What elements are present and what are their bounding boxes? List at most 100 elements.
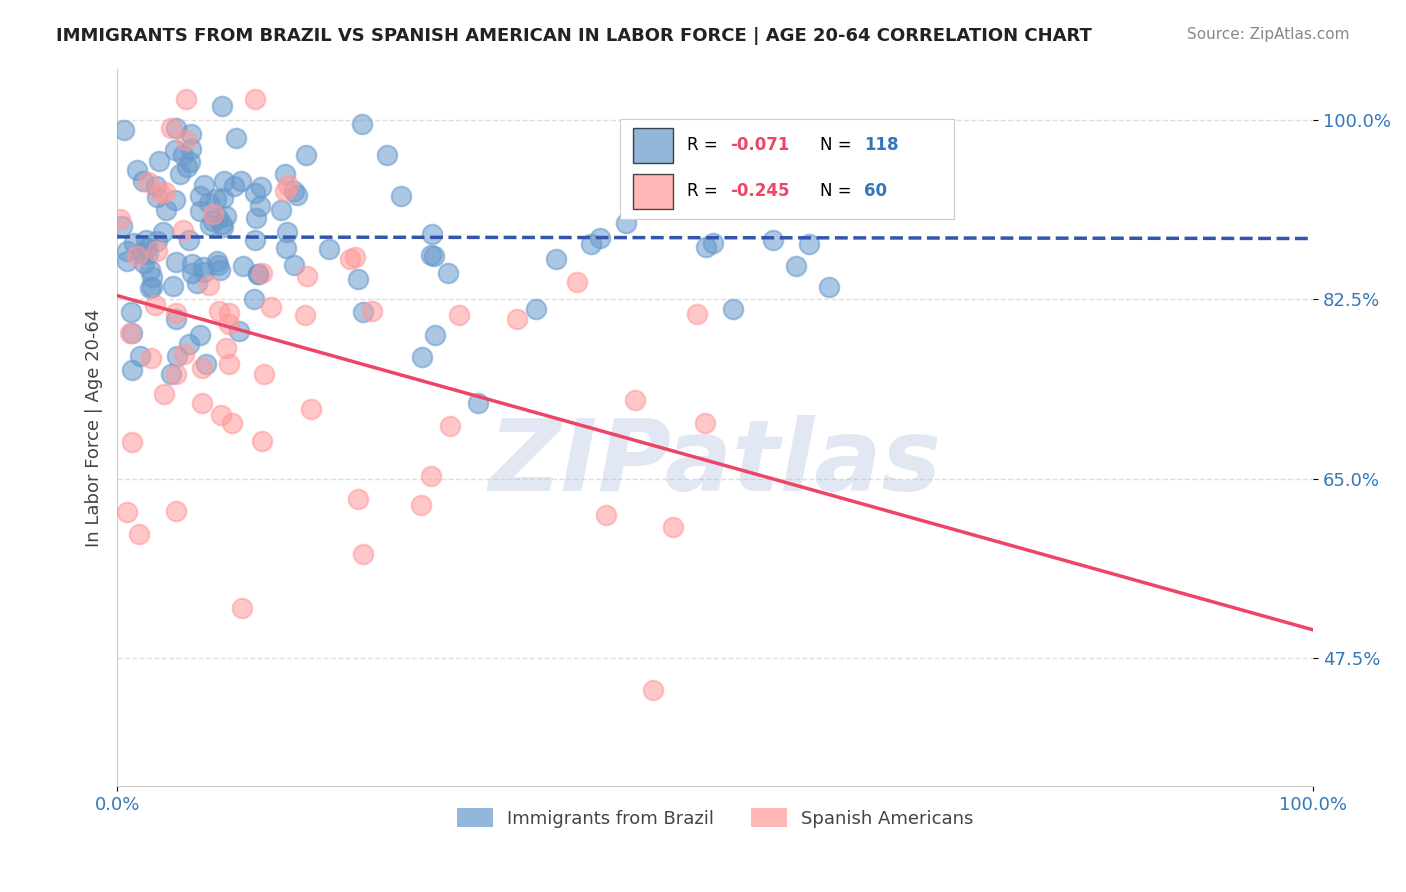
- Point: [110, 212, 132, 227]
- Point: [153, 387, 176, 401]
- Point: [165, 504, 187, 518]
- Point: [194, 357, 217, 371]
- Point: [375, 148, 398, 162]
- Point: [249, 199, 271, 213]
- Point: [174, 92, 197, 106]
- Point: [205, 253, 228, 268]
- Point: [177, 337, 200, 351]
- Point: [225, 130, 247, 145]
- Point: [447, 308, 470, 322]
- Point: [162, 279, 184, 293]
- Point: [136, 247, 159, 261]
- Point: [197, 278, 219, 293]
- Point: [169, 167, 191, 181]
- Point: [352, 305, 374, 319]
- Point: [276, 241, 298, 255]
- Point: [624, 153, 647, 168]
- Point: [212, 174, 235, 188]
- Text: ZIPatlas: ZIPatlas: [489, 415, 942, 512]
- Point: [420, 247, 443, 261]
- Point: [467, 396, 489, 410]
- Point: [422, 227, 444, 242]
- Point: [250, 434, 273, 448]
- Point: [165, 255, 187, 269]
- Point: [209, 409, 232, 423]
- Point: [277, 178, 299, 192]
- Point: [693, 417, 716, 431]
- Point: [179, 127, 201, 141]
- Point: [283, 258, 305, 272]
- Point: [207, 211, 229, 225]
- Point: [595, 508, 617, 523]
- Point: [141, 269, 163, 284]
- Point: [247, 267, 270, 281]
- Point: [176, 160, 198, 174]
- Legend: Immigrants from Brazil, Spanish Americans: Immigrants from Brazil, Spanish American…: [450, 801, 981, 835]
- Point: [218, 317, 240, 331]
- Point: [179, 154, 201, 169]
- Point: [352, 547, 374, 561]
- Point: [344, 250, 367, 264]
- Point: [650, 186, 672, 201]
- Point: [160, 121, 183, 136]
- Point: [139, 280, 162, 294]
- Point: [172, 147, 194, 161]
- Point: [274, 167, 297, 181]
- Point: [188, 328, 211, 343]
- Point: [111, 219, 134, 233]
- Point: [437, 266, 460, 280]
- Point: [165, 311, 187, 326]
- Point: [202, 214, 225, 228]
- Point: [163, 143, 186, 157]
- Point: [589, 231, 612, 245]
- Point: [524, 301, 547, 316]
- Point: [352, 117, 374, 131]
- Point: [299, 402, 322, 417]
- Point: [112, 122, 135, 136]
- Point: [283, 184, 305, 198]
- Point: [135, 240, 157, 254]
- Point: [188, 204, 211, 219]
- Point: [318, 242, 340, 256]
- Point: [141, 351, 163, 365]
- Point: [214, 341, 236, 355]
- Point: [146, 190, 169, 204]
- Point: [218, 306, 240, 320]
- Point: [695, 240, 717, 254]
- Point: [742, 180, 765, 194]
- Point: [165, 367, 187, 381]
- Point: [152, 226, 174, 240]
- Point: [166, 305, 188, 319]
- Point: [285, 188, 308, 202]
- Point: [121, 362, 143, 376]
- Point: [132, 174, 155, 188]
- Point: [205, 192, 228, 206]
- Point: [145, 179, 167, 194]
- Y-axis label: In Labor Force | Age 20-64: In Labor Force | Age 20-64: [86, 309, 103, 547]
- Point: [186, 277, 208, 291]
- Point: [659, 158, 682, 172]
- Point: [228, 324, 250, 338]
- Point: [544, 252, 567, 267]
- Point: [120, 304, 142, 318]
- Point: [389, 189, 412, 203]
- Point: [149, 186, 172, 200]
- Point: [190, 189, 212, 203]
- Point: [243, 186, 266, 201]
- Point: [173, 347, 195, 361]
- Point: [761, 234, 783, 248]
- Point: [686, 307, 709, 321]
- Point: [165, 120, 187, 135]
- Point: [245, 211, 267, 225]
- Point: [174, 132, 197, 146]
- Point: [121, 326, 143, 340]
- Point: [702, 235, 724, 250]
- Point: [181, 257, 204, 271]
- Point: [506, 312, 529, 326]
- Point: [153, 185, 176, 199]
- Point: [232, 259, 254, 273]
- Point: [138, 262, 160, 277]
- Point: [211, 217, 233, 231]
- Point: [676, 161, 699, 176]
- Point: [115, 254, 138, 268]
